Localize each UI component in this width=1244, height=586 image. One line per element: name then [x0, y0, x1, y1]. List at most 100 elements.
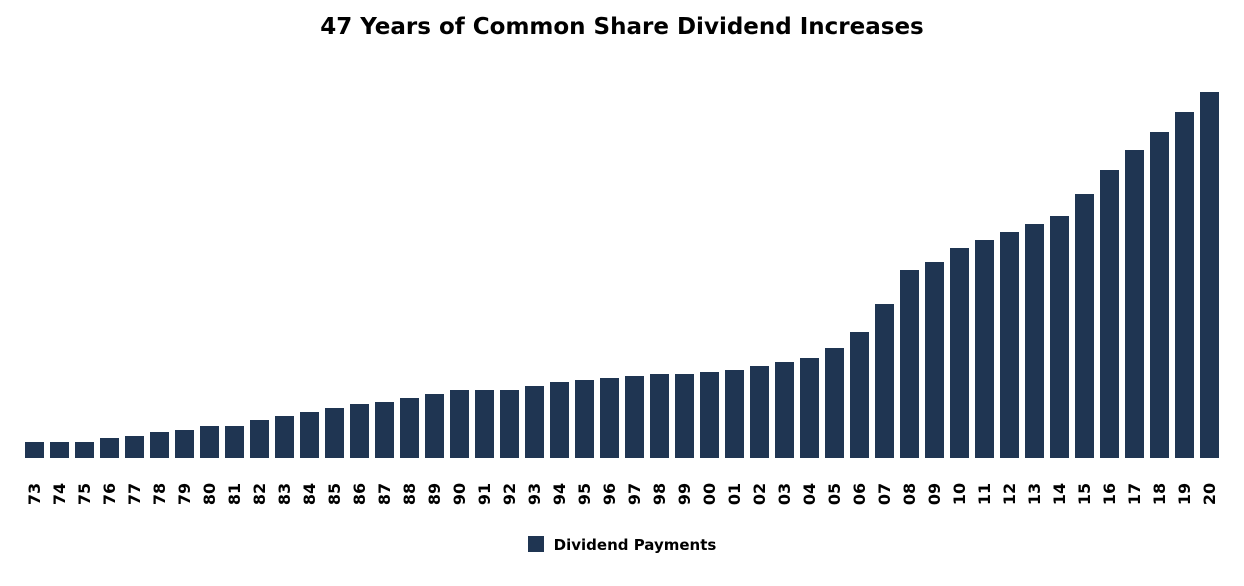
- bar-93: [525, 386, 544, 458]
- legend-label: Dividend Payments: [553, 536, 717, 554]
- bar-00: [700, 372, 719, 458]
- bar-16: [1100, 170, 1119, 458]
- x-tick-label-86: 86: [350, 483, 369, 505]
- bar-81: [225, 426, 244, 458]
- x-tick-label-07: 07: [875, 483, 894, 505]
- x-tick-label-20: 20: [1200, 483, 1219, 505]
- x-tick-label-14: 14: [1050, 483, 1069, 505]
- x-tick-label-08: 08: [900, 483, 919, 505]
- x-tick-label-15: 15: [1075, 483, 1094, 505]
- x-tick-label-06: 06: [850, 483, 869, 505]
- bar-75: [75, 442, 94, 458]
- bar-90: [450, 390, 469, 458]
- bar-18: [1150, 132, 1169, 458]
- bar-05: [825, 348, 844, 458]
- bar-06: [850, 332, 869, 458]
- x-tick-label-98: 98: [650, 483, 669, 505]
- bar-87: [375, 402, 394, 458]
- bar-13: [1025, 224, 1044, 458]
- bar-83: [275, 416, 294, 458]
- bar-82: [250, 420, 269, 458]
- x-tick-label-02: 02: [750, 483, 769, 505]
- bar-86: [350, 404, 369, 458]
- bar-97: [625, 376, 644, 458]
- bar-91: [475, 390, 494, 458]
- x-tick-label-75: 75: [75, 483, 94, 505]
- bar-14: [1050, 216, 1069, 458]
- bar-73: [25, 442, 44, 458]
- x-tick-label-11: 11: [975, 483, 994, 505]
- bars-group: [25, 92, 1219, 458]
- x-tick-label-74: 74: [50, 483, 69, 505]
- x-tick-label-88: 88: [400, 483, 419, 505]
- bar-92: [500, 390, 519, 458]
- bar-96: [600, 378, 619, 458]
- bar-99: [675, 374, 694, 458]
- x-tick-label-81: 81: [225, 483, 244, 505]
- bar-02: [750, 366, 769, 458]
- x-tick-label-97: 97: [625, 483, 644, 505]
- x-tick-label-90: 90: [450, 483, 469, 505]
- bar-04: [800, 358, 819, 458]
- bar-77: [125, 436, 144, 458]
- x-tick-label-95: 95: [575, 483, 594, 505]
- x-tick-label-05: 05: [825, 483, 844, 505]
- x-tick-label-99: 99: [675, 483, 694, 505]
- bar-74: [50, 442, 69, 458]
- x-tick-label-17: 17: [1125, 483, 1144, 505]
- bar-20: [1200, 92, 1219, 458]
- x-tick-label-87: 87: [375, 483, 394, 505]
- x-tick-label-82: 82: [250, 483, 269, 505]
- bar-84: [300, 412, 319, 458]
- bar-79: [175, 430, 194, 458]
- bar-80: [200, 426, 219, 458]
- x-tick-label-80: 80: [200, 483, 219, 505]
- bar-03: [775, 362, 794, 458]
- bar-15: [1075, 194, 1094, 458]
- bar-17: [1125, 150, 1144, 458]
- chart-title: 47 Years of Common Share Dividend Increa…: [320, 14, 924, 40]
- bar-98: [650, 374, 669, 458]
- x-tick-label-04: 04: [800, 483, 819, 505]
- x-tick-label-19: 19: [1175, 483, 1194, 505]
- x-tick-label-91: 91: [475, 483, 494, 505]
- legend: Dividend Payments: [0, 536, 1244, 554]
- x-tick-label-03: 03: [775, 483, 794, 505]
- x-tick-label-93: 93: [525, 483, 544, 505]
- bar-07: [875, 304, 894, 458]
- x-tick-label-13: 13: [1025, 483, 1044, 505]
- x-tick-label-00: 00: [700, 483, 719, 505]
- x-tick-label-01: 01: [725, 483, 744, 505]
- bar-11: [975, 240, 994, 458]
- x-tick-label-18: 18: [1150, 483, 1169, 505]
- bar-10: [950, 248, 969, 458]
- x-tick-label-83: 83: [275, 483, 294, 505]
- bar-19: [1175, 112, 1194, 458]
- x-tick-label-84: 84: [300, 483, 319, 505]
- x-tick-label-73: 73: [25, 483, 44, 505]
- x-tick-label-79: 79: [175, 483, 194, 505]
- x-tick-label-09: 09: [925, 483, 944, 505]
- bar-09: [925, 262, 944, 458]
- bar-08: [900, 270, 919, 458]
- bar-78: [150, 432, 169, 458]
- bar-94: [550, 382, 569, 458]
- x-tick-label-92: 92: [500, 483, 519, 505]
- bar-89: [425, 394, 444, 458]
- bar-76: [100, 438, 119, 458]
- x-tick-label-78: 78: [150, 483, 169, 505]
- x-tick-label-89: 89: [425, 483, 444, 505]
- bar-88: [400, 398, 419, 458]
- bar-95: [575, 380, 594, 458]
- bar-85: [325, 408, 344, 458]
- x-tick-label-12: 12: [1000, 483, 1019, 505]
- x-tick-label-10: 10: [950, 483, 969, 505]
- x-tick-label-96: 96: [600, 483, 619, 505]
- x-tick-label-94: 94: [550, 483, 569, 505]
- x-tick-label-77: 77: [125, 483, 144, 505]
- x-tick-labels: 73 74 75 76 77 78 79 80 81 82 83 84 85 86 87 88 89 90 91 92…: [25, 483, 1219, 505]
- x-tick-label-76: 76: [100, 483, 119, 505]
- x-tick-label-85: 85: [325, 483, 344, 505]
- x-tick-label-16: 16: [1100, 483, 1119, 505]
